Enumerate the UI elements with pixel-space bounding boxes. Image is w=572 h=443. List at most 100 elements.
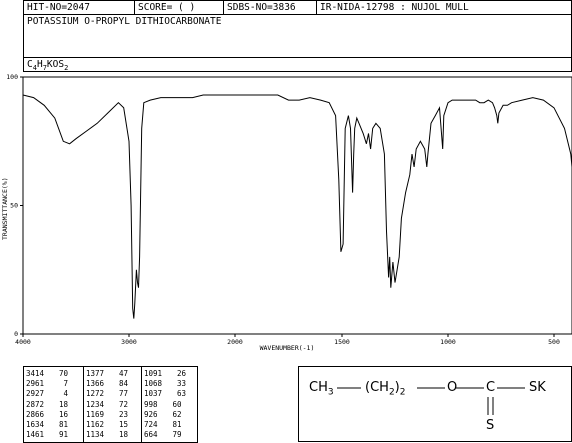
x-tick-label: 2000 (227, 338, 243, 346)
peak-wavenumber: 1091 (144, 369, 163, 378)
peak-wavenumber: 3414 (26, 369, 45, 378)
peak-row: 2961 7 (26, 379, 68, 389)
header-panel: HIT-NO=2047 SCORE= ( ) SDBS-NO=3836 IR-N… (23, 0, 572, 72)
table-divider (83, 367, 84, 442)
compound-name: POTASSIUM O-PROPYL DITHIOCARBONATE (27, 16, 222, 27)
peak-wavenumber: 1037 (144, 389, 163, 399)
sdbs-number: SDBS-NO=3836 (227, 2, 296, 13)
atom-label: CH (309, 380, 328, 395)
peak-transmittance: 62 (172, 409, 182, 419)
molecular-formula: C4H7KOS2 (24, 57, 571, 73)
peak-transmittance: 81 (172, 420, 182, 430)
peak-wavenumber: 998 (144, 399, 158, 409)
peak-wavenumber: 1366 (86, 379, 105, 389)
x-axis-label: WAVENUMBER(-1) (260, 344, 315, 352)
formula-subscript: 7 (42, 63, 47, 72)
peak-wavenumber: 2961 (26, 379, 45, 389)
peak-row: 1634 81 (26, 420, 68, 430)
peak-row: 926 62 (144, 410, 186, 420)
peak-transmittance: 84 (119, 379, 129, 389)
peak-row: 2872 18 (26, 400, 68, 410)
peak-row: 3414 70 (26, 369, 68, 379)
peak-row: 2927 4 (26, 389, 68, 399)
peak-row: 2866 16 (26, 410, 68, 420)
peak-transmittance: 33 (177, 379, 187, 389)
peak-transmittance: 91 (59, 430, 69, 440)
structure-diagram: CH3 (CH2)2 O C SK S (298, 366, 572, 442)
peak-transmittance: 7 (63, 379, 69, 389)
peak-transmittance: 18 (119, 430, 129, 440)
peak-transmittance: 79 (172, 430, 182, 440)
peak-wavenumber: 1234 (86, 399, 105, 409)
spectrum-line (22, 94, 572, 319)
peak-transmittance: 77 (119, 389, 129, 399)
peak-row: 664 79 (144, 430, 186, 440)
y-tick-label: 0 (14, 330, 18, 338)
peak-row: 1366 84 (86, 379, 128, 389)
peak-row: 1037 63 (144, 389, 186, 399)
peak-row: 1134 18 (86, 430, 128, 440)
peak-wavenumber: 1377 (86, 369, 105, 378)
peak-table: 3414 70 2961 7 2927 4 2872 18 2866 16 1634 81 1461 91… (23, 366, 198, 443)
peak-transmittance: 72 (119, 399, 129, 409)
peak-wavenumber: 1272 (86, 389, 105, 399)
atom-label: (CH (365, 380, 389, 395)
formula-part: KOS (46, 59, 65, 70)
peak-row: 724 81 (144, 420, 186, 430)
peak-wavenumber: 2872 (26, 399, 45, 409)
formula-subscript: 2 (64, 63, 69, 72)
x-tick-label: 4000 (15, 338, 31, 346)
peak-row: 1162 15 (86, 420, 128, 430)
peak-wavenumber: 664 (144, 430, 158, 440)
header-row: HIT-NO=2047 SCORE= ( ) SDBS-NO=3836 IR-N… (24, 1, 571, 15)
atom-subscript: 3 (327, 387, 334, 398)
formula-part: H (36, 59, 43, 70)
peak-row: 1272 77 (86, 389, 128, 399)
peak-row: 1234 72 (86, 400, 128, 410)
formula-part: C (27, 59, 33, 70)
peak-wavenumber: 2927 (26, 389, 45, 399)
x-axis: 4000 3000 2000 1500 1000 500 (15, 334, 560, 346)
peak-row: 1461 91 (26, 430, 68, 440)
x-tick-label: 3000 (121, 338, 137, 346)
table-divider (141, 367, 142, 442)
peak-transmittance: 16 (59, 409, 69, 419)
peak-wavenumber: 1162 (86, 420, 105, 430)
formula-subscript: 4 (32, 63, 37, 72)
y-axis-label: TRANSMITTANCE(%) (1, 177, 9, 240)
peak-row: 1377 47 (86, 369, 128, 379)
peak-wavenumber: 1134 (86, 430, 105, 440)
header-divider (134, 1, 135, 14)
header-divider (316, 1, 317, 14)
methyl-group: CH3 (309, 381, 334, 400)
peak-transmittance: 4 (63, 389, 69, 399)
y-tick-label: 50 (10, 202, 18, 210)
peak-transmittance: 63 (177, 389, 187, 399)
peak-transmittance: 70 (59, 369, 69, 378)
atom-subscript: 2 (388, 387, 395, 398)
methylene-repeat: (CH2)2 (365, 381, 405, 400)
measurement-method: IR-NIDA-12798 : NUJOL MULL (320, 2, 469, 13)
peak-wavenumber: 1461 (26, 430, 45, 440)
peak-wavenumber: 2866 (26, 409, 45, 419)
peak-column: 1377 47 1366 84 1272 77 1234 72 1169 23 1162 15 1134… (86, 369, 128, 440)
peak-row: 1169 23 (86, 410, 128, 420)
structure-bonds (337, 387, 525, 415)
x-tick-label: 1000 (440, 338, 456, 346)
peak-row: 1068 33 (144, 379, 186, 389)
header-divider (223, 1, 224, 14)
peak-transmittance: 60 (172, 399, 182, 409)
carbon-atom: C (486, 380, 496, 395)
peak-row: 998 60 (144, 400, 186, 410)
peak-wavenumber: 926 (144, 409, 158, 419)
x-tick-label: 1500 (334, 338, 350, 346)
score: SCORE= ( ) (138, 2, 196, 13)
atom-subscript: 2 (399, 387, 406, 398)
peak-transmittance: 26 (177, 369, 187, 378)
x-tick-label: 500 (548, 338, 560, 346)
potassium-thiolate: SK (529, 380, 546, 395)
peak-column: 1091 26 1068 33 1037 63 998 60 926 62 724 81 664 79 (144, 369, 186, 440)
peak-transmittance: 81 (59, 420, 69, 430)
y-tick-label: 100 (6, 73, 18, 81)
